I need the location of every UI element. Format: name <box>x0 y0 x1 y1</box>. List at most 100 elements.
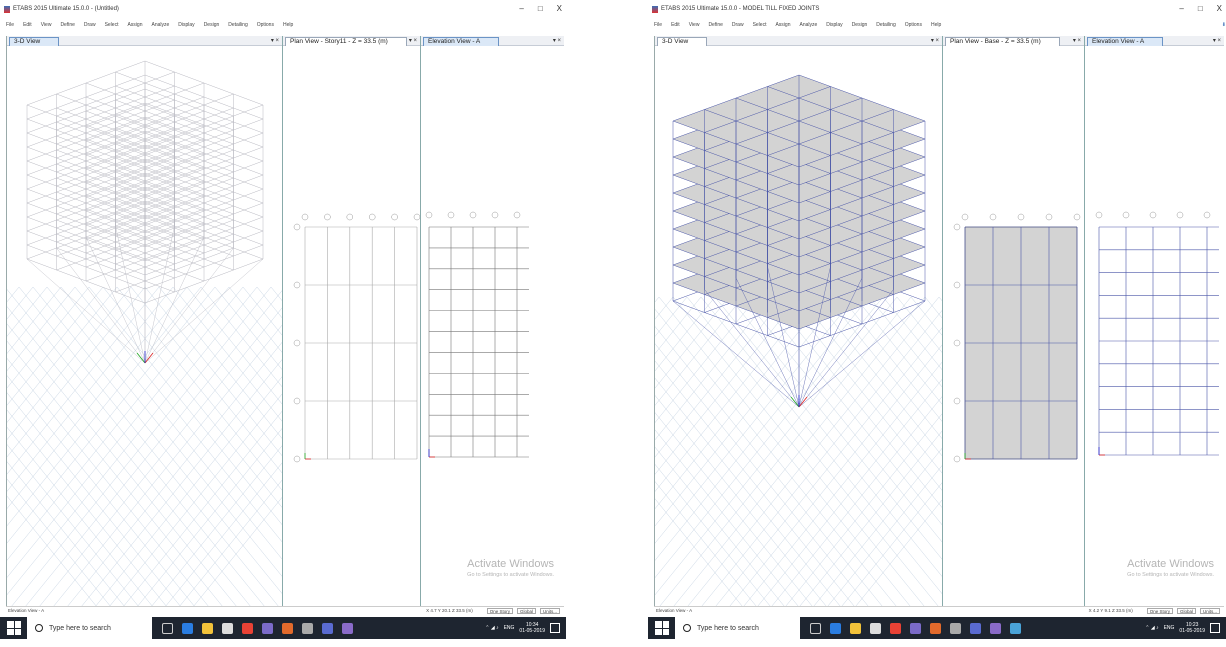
pane-elevation-view[interactable]: Elevation View - A ▾ × Activate Windows … <box>1084 36 1224 606</box>
menu-view[interactable]: View <box>40 22 52 28</box>
menu-file[interactable]: File <box>654 22 663 28</box>
menu-design[interactable]: Design <box>851 22 868 28</box>
menu-design[interactable]: Design <box>203 22 220 28</box>
windows-start-icon[interactable] <box>7 621 21 635</box>
search-input[interactable]: Type here to search <box>27 617 152 639</box>
etabs-icon[interactable] <box>262 622 273 634</box>
story-select[interactable]: One Story <box>486 607 513 614</box>
viewport-elevation[interactable] <box>1085 47 1224 606</box>
pane-3d-view[interactable]: 3-D View ▾ × <box>654 36 942 606</box>
tab-3d-view[interactable]: 3-D View <box>657 37 708 46</box>
menu-assign[interactable]: Assign <box>775 22 791 28</box>
app-icon[interactable] <box>930 622 941 634</box>
edge-icon[interactable] <box>830 622 841 634</box>
pane-pin-close[interactable]: ▾ × <box>408 38 417 44</box>
menu-detailing[interactable]: Detailing <box>876 22 896 28</box>
viewport-plan[interactable] <box>943 47 1084 606</box>
store-icon[interactable] <box>870 622 881 634</box>
minimize-button[interactable]: – <box>519 4 524 13</box>
clock[interactable]: 10:34 01-05-2019 <box>519 622 545 634</box>
menu-assign[interactable]: Assign <box>127 22 143 28</box>
maximize-button[interactable]: □ <box>1197 4 1203 13</box>
menu-help[interactable]: Help <box>282 22 294 28</box>
etabs-icon[interactable] <box>910 622 921 634</box>
chrome-icon[interactable] <box>242 622 253 634</box>
language-indicator[interactable]: ENG <box>503 625 515 631</box>
pane-pin-close[interactable]: ▾ × <box>270 38 279 44</box>
clock[interactable]: 10:23 01-05-2019 <box>1179 622 1205 634</box>
edge-icon[interactable] <box>182 622 193 634</box>
menu-bar: File Edit View Define Draw Select Assign… <box>648 22 1226 31</box>
menu-edit[interactable]: Edit <box>671 22 680 28</box>
units-button[interactable]: Units... <box>539 607 560 614</box>
menu-view[interactable]: View <box>688 22 700 28</box>
tab-plan-view[interactable]: Plan View - Base - Z = 33.5 (m) <box>945 37 1060 46</box>
etabs-icon[interactable] <box>342 622 353 634</box>
coord-system-select[interactable]: Global <box>516 607 536 614</box>
menu-analyze[interactable]: Analyze <box>799 22 818 28</box>
tab-elevation-view[interactable]: Elevation View - A <box>1087 37 1164 46</box>
app-icon <box>652 5 658 13</box>
app-icon[interactable] <box>970 622 981 634</box>
menu-select[interactable]: Select <box>104 22 119 28</box>
file-explorer-icon[interactable] <box>850 622 861 634</box>
app-icon[interactable] <box>1010 622 1021 634</box>
menu-select[interactable]: Select <box>752 22 767 28</box>
app-icon[interactable] <box>950 622 961 634</box>
pane-plan-view[interactable]: Plan View - Base - Z = 33.5 (m) ▾ × <box>942 36 1084 606</box>
file-explorer-icon[interactable] <box>202 622 213 634</box>
pane-pin-close[interactable]: ▾ × <box>1072 38 1081 44</box>
menu-define[interactable]: Define <box>60 22 75 28</box>
menu-file[interactable]: File <box>6 22 15 28</box>
app-icon[interactable] <box>302 622 313 634</box>
units-button[interactable]: Units... <box>1199 607 1220 614</box>
notification-icon[interactable] <box>550 623 560 633</box>
notification-icon[interactable] <box>1210 623 1220 633</box>
menu-edit[interactable]: Edit <box>23 22 32 28</box>
viewport-3d[interactable] <box>7 47 282 606</box>
task-view-icon[interactable] <box>810 622 821 634</box>
story-select[interactable]: One Story <box>1146 607 1173 614</box>
language-indicator[interactable]: ENG <box>1163 625 1175 631</box>
chrome-icon[interactable] <box>890 622 901 634</box>
menu-define[interactable]: Define <box>708 22 723 28</box>
title-bar: ETABS 2015 Ultimate 15.0.0 - (Untitled) … <box>0 0 566 18</box>
viewport-plan[interactable] <box>283 47 420 606</box>
maximize-button[interactable]: □ <box>537 4 543 13</box>
tab-3d-view[interactable]: 3-D View <box>9 37 60 46</box>
menu-display[interactable]: Display <box>178 22 195 28</box>
store-icon[interactable] <box>222 622 233 634</box>
pane-3d-view[interactable]: 3-D View ▾ × <box>6 36 282 606</box>
close-button[interactable]: X <box>1216 4 1222 13</box>
download-icon[interactable]: ⬇ <box>1221 22 1226 28</box>
pane-pin-close[interactable]: ▾ × <box>930 38 939 44</box>
menu-detailing[interactable]: Detailing <box>228 22 248 28</box>
tab-elevation-view[interactable]: Elevation View - A <box>423 37 500 46</box>
menu-help[interactable]: Help <box>930 22 942 28</box>
menu-draw[interactable]: Draw <box>731 22 744 28</box>
task-view-icon[interactable] <box>162 622 173 634</box>
pane-plan-view[interactable]: Plan View - Story11 - Z = 33.5 (m) ▾ × <box>282 36 420 606</box>
minimize-button[interactable]: – <box>1179 4 1184 13</box>
menu-display[interactable]: Display <box>826 22 843 28</box>
menu-options[interactable]: Options <box>904 22 922 28</box>
tab-plan-view[interactable]: Plan View - Story11 - Z = 33.5 (m) <box>285 37 407 46</box>
viewport-3d[interactable] <box>655 47 942 606</box>
network-icon[interactable]: ⌃ ◢ ♪ <box>1145 625 1159 631</box>
pane-pin-close[interactable]: ▾ × <box>552 38 561 44</box>
pane-pin-close[interactable]: ▾ × <box>1212 38 1221 44</box>
etabs-icon[interactable] <box>990 622 1001 634</box>
app-icon[interactable] <box>282 622 293 634</box>
windows-start-icon[interactable] <box>655 621 669 635</box>
menu-draw[interactable]: Draw <box>83 22 96 28</box>
pane-elevation-view[interactable]: Elevation View - A ▾ × Activate Windows … <box>420 36 564 606</box>
coord-system-select[interactable]: Global <box>1176 607 1196 614</box>
menu-options[interactable]: Options <box>256 22 274 28</box>
system-tray: ⌃ ◢ ♪ ENG 10:23 01-05-2019 <box>1145 622 1226 634</box>
app-icon[interactable] <box>322 622 333 634</box>
search-input[interactable]: Type here to search <box>675 617 800 639</box>
menu-analyze[interactable]: Analyze <box>151 22 170 28</box>
viewport-elevation[interactable] <box>421 47 564 606</box>
close-button[interactable]: X <box>556 4 562 13</box>
network-icon[interactable]: ⌃ ◢ ♪ <box>485 625 499 631</box>
